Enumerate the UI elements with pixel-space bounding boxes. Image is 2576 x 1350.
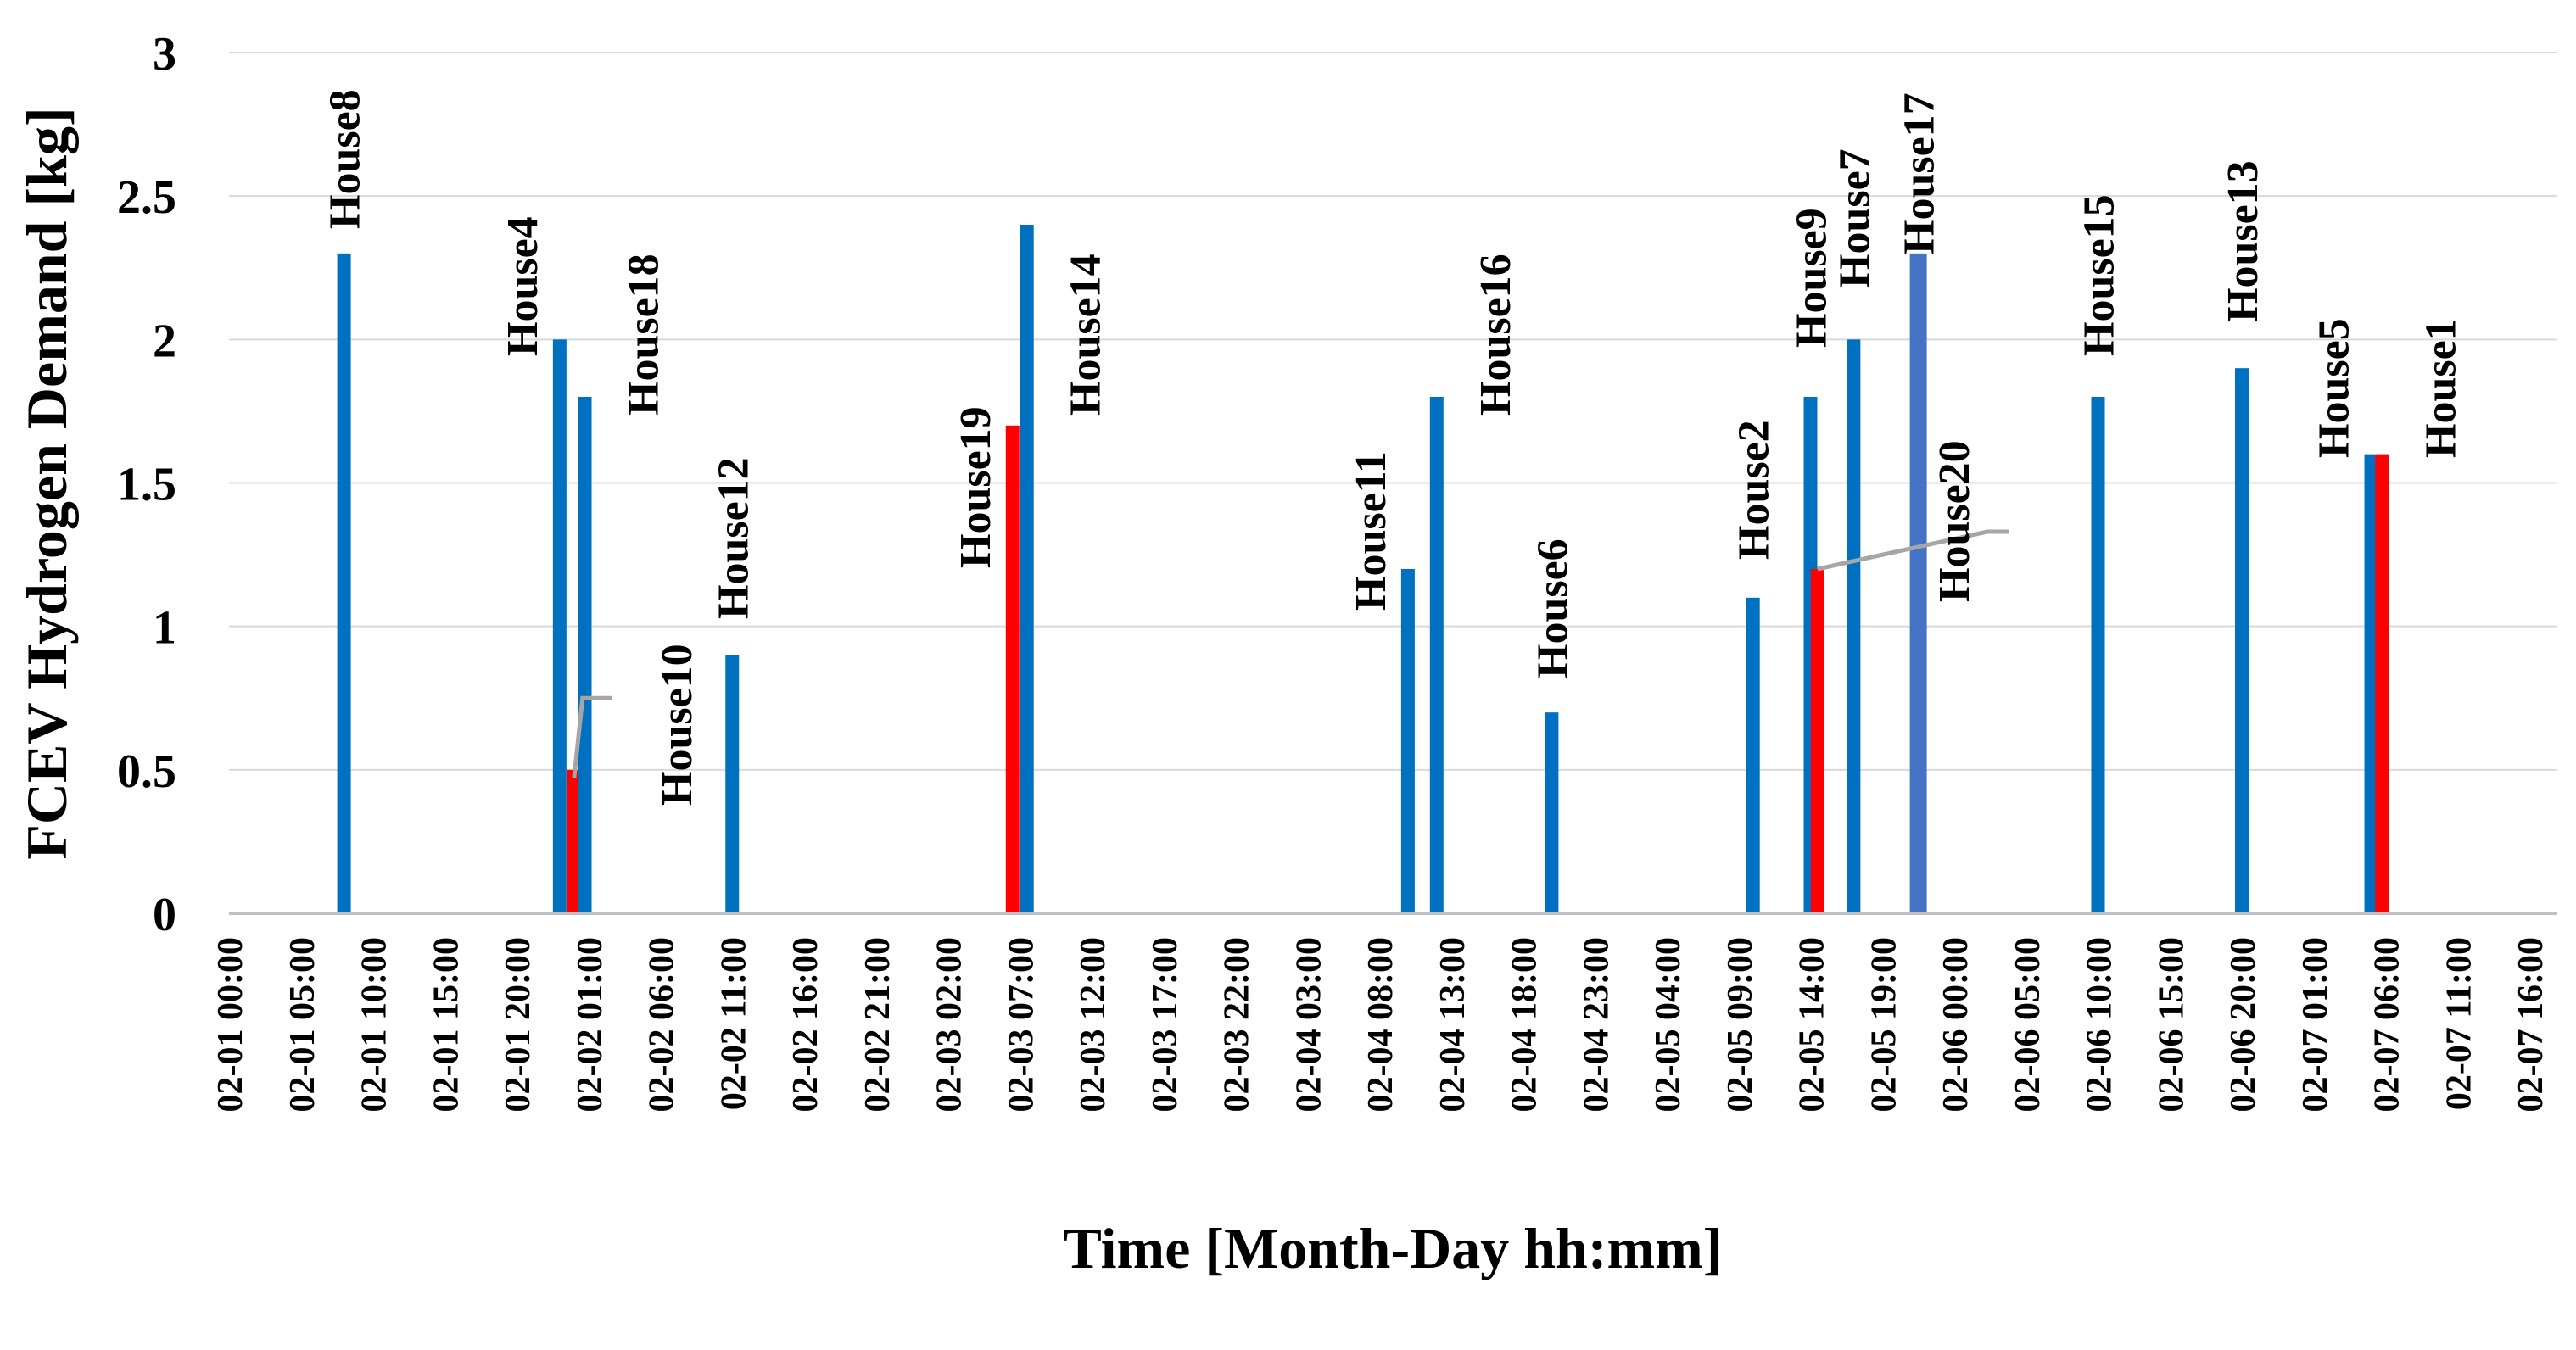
y-tick-label: 1.5 xyxy=(117,459,176,511)
x-tick-label: 02-02 11:00 xyxy=(714,937,753,1110)
y-tick-label: 2.5 xyxy=(117,171,176,224)
x-tick-label: 02-05 04:00 xyxy=(1649,937,1688,1112)
y-tick-label: 0.5 xyxy=(117,745,176,798)
bar-label: House12 xyxy=(709,457,757,619)
bar xyxy=(1020,225,1034,913)
x-axis-ticks: 02-01 00:00 02-01 05:00 02-01 10:00 02-01 1… xyxy=(211,937,2551,1112)
y-axis-title: FCEV Hydrogen Demand [kg] xyxy=(14,107,79,859)
x-tick-label: 02-01 00:00 xyxy=(211,937,250,1112)
y-axis-ticks: 0 0.5 1 1.5 2 2.5 3 xyxy=(117,28,176,941)
x-tick-label: 02-02 21:00 xyxy=(858,937,897,1112)
bar-series xyxy=(337,225,2389,914)
bar xyxy=(1810,569,1824,913)
x-tick-label: 02-05 14:00 xyxy=(1793,937,1832,1112)
bar xyxy=(337,253,351,913)
x-tick-label: 02-06 20:00 xyxy=(2224,937,2263,1112)
x-tick-label: 02-01 20:00 xyxy=(499,937,538,1112)
bar-label: House19 xyxy=(952,406,1000,568)
bar-label: House4 xyxy=(499,216,547,356)
bar xyxy=(552,339,567,913)
y-tick-label: 0 xyxy=(153,889,176,941)
x-tick-label: 02-06 10:00 xyxy=(2081,937,2120,1112)
x-tick-label: 02-04 23:00 xyxy=(1577,937,1616,1112)
x-tick-label: 02-03 12:00 xyxy=(1074,937,1113,1112)
bar xyxy=(2091,397,2105,913)
bar-label: House2 xyxy=(1730,420,1779,560)
bar-label: House10 xyxy=(653,644,701,806)
x-tick-label: 02-06 15:00 xyxy=(2152,937,2191,1112)
x-axis-title: Time [Month-Day hh:mm] xyxy=(1064,1216,1723,1280)
bar-label: House13 xyxy=(2219,160,2267,322)
x-tick-label: 02-06 00:00 xyxy=(1936,937,1975,1112)
y-tick-label: 3 xyxy=(153,28,176,81)
bar-labels: House8 House4 House10 House18 House12 House19… xyxy=(321,89,2466,806)
bar xyxy=(725,655,740,913)
x-tick-label: 02-02 06:00 xyxy=(643,937,682,1112)
bar xyxy=(1429,397,1444,913)
x-tick-label: 02-03 07:00 xyxy=(1002,937,1041,1112)
bar-label: House5 xyxy=(2311,318,2359,458)
bar xyxy=(2364,454,2378,913)
x-tick-label: 02-05 09:00 xyxy=(1721,937,1760,1112)
x-tick-label: 02-07 11:00 xyxy=(2439,937,2478,1110)
leader-line xyxy=(572,695,612,779)
x-tick-label: 02-02 16:00 xyxy=(786,937,825,1112)
x-tick-label: 02-03 17:00 xyxy=(1146,937,1185,1112)
bar-label: House6 xyxy=(1528,538,1577,678)
x-tick-label: 02-01 10:00 xyxy=(355,937,394,1112)
bar-label: House14 xyxy=(1062,254,1110,416)
bar xyxy=(1005,425,1020,913)
bar xyxy=(578,397,592,913)
x-tick-label: 02-04 18:00 xyxy=(1506,937,1545,1112)
y-tick-label: 2 xyxy=(153,315,176,367)
bar-label: House9 xyxy=(1788,208,1836,348)
bar-label: House8 xyxy=(321,89,370,229)
label-leader-lines xyxy=(572,529,2009,779)
x-tick-label: 02-06 05:00 xyxy=(2009,937,2048,1112)
bar-label: House18 xyxy=(620,254,668,416)
bar xyxy=(1909,253,1927,913)
x-tick-label: 02-01 05:00 xyxy=(283,937,322,1112)
x-tick-label: 02-03 22:00 xyxy=(1218,937,1257,1112)
gridlines xyxy=(229,52,2557,771)
x-tick-label: 02-07 16:00 xyxy=(2512,937,2551,1112)
bar-label: House1 xyxy=(2417,318,2465,458)
x-tick-label: 02-07 06:00 xyxy=(2368,937,2407,1112)
bar-label: House16 xyxy=(1472,254,1520,416)
bar xyxy=(1400,569,1415,913)
bar-label: House11 xyxy=(1347,451,1395,611)
bar xyxy=(1746,597,1760,913)
bar xyxy=(1847,339,1861,913)
y-tick-label: 1 xyxy=(153,602,176,655)
x-tick-label: 02-04 03:00 xyxy=(1289,937,1328,1112)
x-tick-label: 02-02 01:00 xyxy=(571,937,610,1112)
bar xyxy=(1545,712,1559,913)
bar xyxy=(2235,368,2249,914)
x-tick-label: 02-07 01:00 xyxy=(2296,937,2335,1112)
bar xyxy=(2375,454,2389,913)
x-tick-label: 02-04 13:00 xyxy=(1433,937,1472,1112)
bar-label: House20 xyxy=(1931,440,1979,602)
bar-label: House7 xyxy=(1830,148,1879,288)
x-tick-label: 02-01 15:00 xyxy=(427,937,466,1112)
x-tick-label: 02-04 08:00 xyxy=(1361,937,1400,1112)
bar-label: House15 xyxy=(2076,194,2124,356)
bar-label: House17 xyxy=(1896,92,1944,254)
bar xyxy=(567,769,581,913)
x-tick-label: 02-03 02:00 xyxy=(930,937,969,1112)
x-tick-label: 02-05 19:00 xyxy=(1864,937,1903,1112)
leader-line xyxy=(1817,529,2009,572)
